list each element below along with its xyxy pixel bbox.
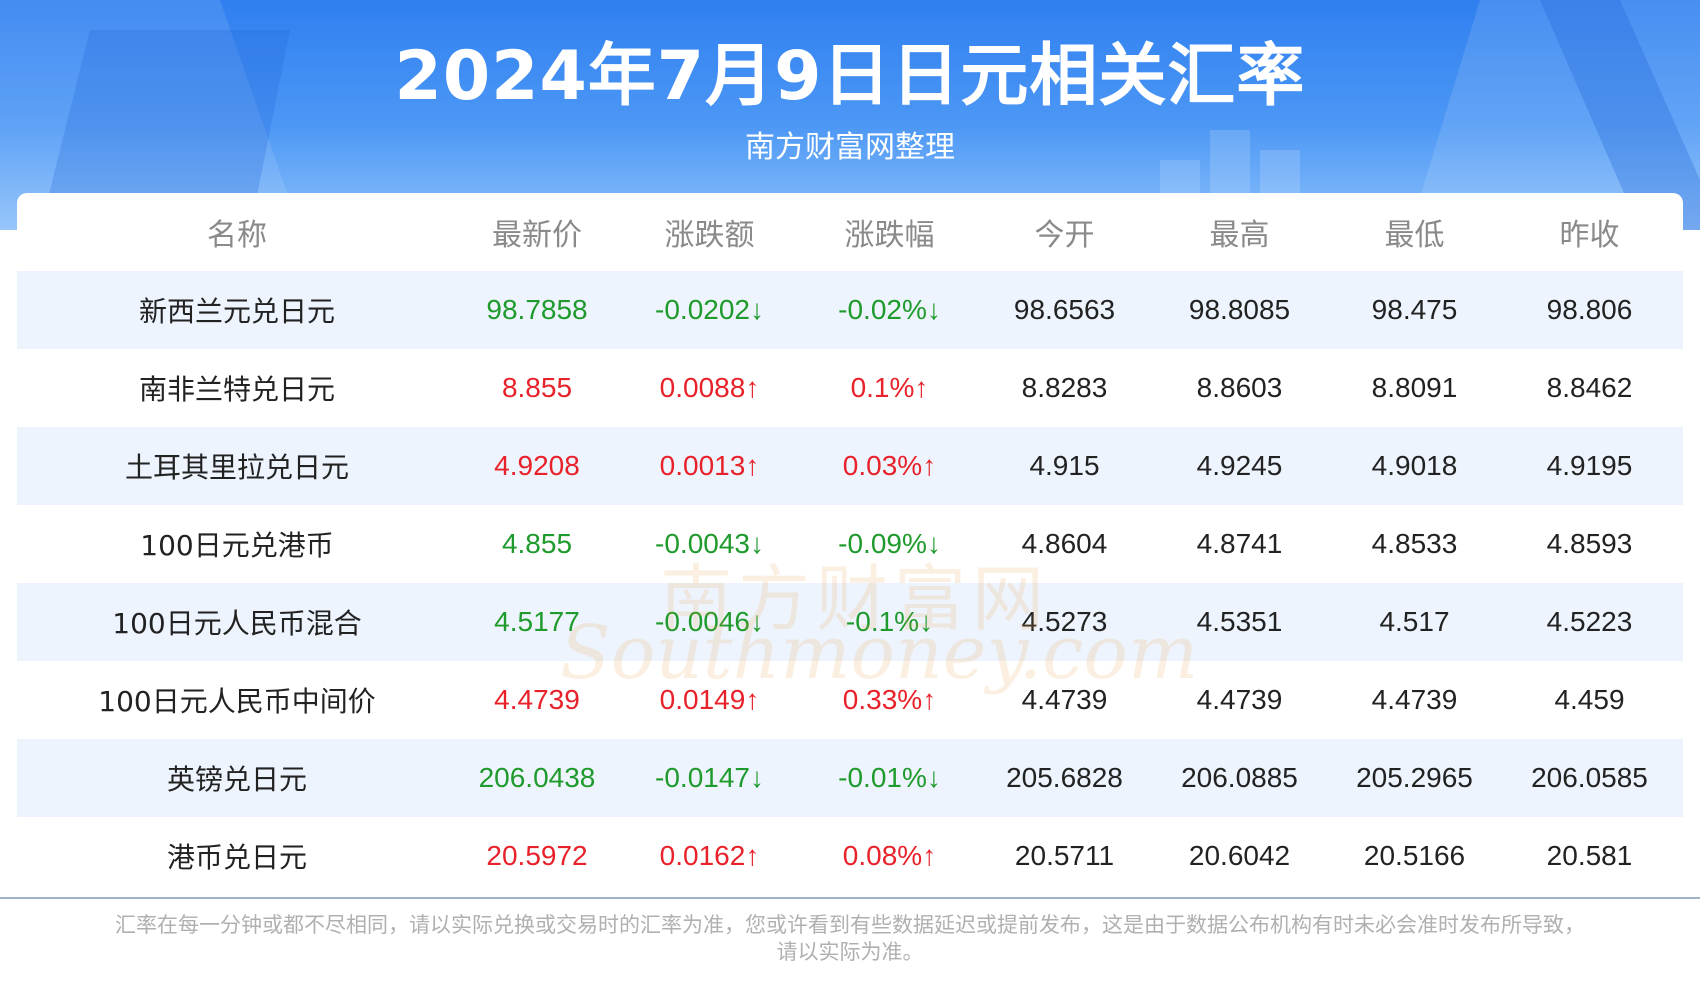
header-decoration: [0, 0, 1700, 230]
cell-open: 8.8283: [1021, 372, 1108, 403]
cell-prev-close: 4.459: [1554, 684, 1625, 715]
table-row: 南非兰特兑日元 8.855 0.0088↑ 0.1%↑ 8.8283 8.860…: [17, 349, 1683, 427]
cell-latest: 20.5972: [486, 840, 588, 871]
col-header-open: 今开: [1034, 218, 1095, 253]
cell-low: 98.475: [1371, 294, 1458, 325]
page-subtitle: 南方财富网整理: [745, 130, 955, 165]
cell-high: 4.4739: [1196, 684, 1283, 715]
col-header-high: 最高: [1209, 218, 1270, 253]
cell-latest: 98.7858: [486, 294, 588, 325]
cell-open: 4.915: [1029, 450, 1100, 481]
cell-high: 98.8085: [1188, 294, 1291, 325]
cell-open: 4.8604: [1021, 528, 1108, 559]
table-row: 新西兰元兑日元 98.7858 -0.0202↓ -0.02%↓ 98.6563…: [17, 271, 1683, 349]
cell-change: -0.0147↓: [655, 762, 764, 793]
cell-prev-close: 8.8462: [1546, 372, 1633, 403]
cell-change-pct: 0.08%↑: [842, 840, 937, 871]
disclaimer: 汇率在每一分钟或都不尽相同，请以实际兑换或交易时的汇率为准，您或许看到有些数据延…: [60, 912, 1640, 966]
cell-open: 4.4739: [1021, 684, 1108, 715]
col-header-prev-close: 昨收: [1559, 218, 1620, 253]
disclaimer-line-1: 汇率在每一分钟或都不尽相同，请以实际兑换或交易时的汇率为准，您或许看到有些数据延…: [115, 913, 1585, 937]
cell-latest: 4.4739: [494, 684, 580, 715]
cell-change: -0.0046↓: [655, 606, 764, 637]
cell-low: 4.8533: [1371, 528, 1458, 559]
header-banner: 2024年7月9日日元相关汇率 南方财富网整理: [0, 0, 1700, 230]
cell-open: 20.5711: [1014, 840, 1115, 871]
cell-name: 南非兰特兑日元: [138, 373, 335, 406]
cell-change-pct: 0.33%↑: [842, 684, 937, 715]
cell-name: 土耳其里拉兑日元: [124, 451, 349, 484]
table-row: 100日元人民币中间价 4.4739 0.0149↑ 0.33%↑ 4.4739…: [17, 661, 1683, 739]
col-header-low: 最低: [1384, 218, 1445, 253]
cell-open: 4.5273: [1021, 606, 1108, 637]
cell-low: 20.5166: [1363, 840, 1466, 871]
cell-change: 0.0088↑: [659, 372, 760, 403]
cell-latest: 4.855: [501, 528, 573, 559]
table-row: 港币兑日元 20.5972 0.0162↑ 0.08%↑ 20.5711 20.…: [17, 817, 1683, 895]
table-row: 100日元兑港币 4.855 -0.0043↓ -0.09%↓ 4.8604 4…: [17, 505, 1683, 583]
cell-open: 205.6828: [1006, 762, 1123, 793]
cell-prev-close: 4.8593: [1546, 528, 1633, 559]
col-header-change-pct: 涨跌幅: [844, 218, 935, 253]
cell-change: -0.0043↓: [655, 528, 764, 559]
page-title: 2024年7月9日日元相关汇率: [394, 37, 1306, 116]
cell-change: 0.0013↑: [659, 450, 760, 481]
cell-low: 4.4739: [1371, 684, 1458, 715]
cell-prev-close: 20.581: [1546, 840, 1633, 871]
cell-low: 4.9018: [1371, 450, 1458, 481]
cell-name: 100日元人民币中间价: [98, 685, 376, 718]
cell-change: -0.0202↓: [655, 294, 764, 325]
cell-change-pct: -0.02%↓: [838, 294, 941, 325]
cell-prev-close: 4.5223: [1546, 606, 1633, 637]
cell-change-pct: -0.01%↓: [838, 762, 941, 793]
cell-latest: 206.0438: [478, 762, 596, 793]
footer-divider: [0, 897, 1700, 899]
cell-change: 0.0162↑: [659, 840, 760, 871]
cell-change-pct: 0.1%↑: [850, 372, 929, 403]
cell-low: 4.517: [1379, 606, 1450, 637]
cell-high: 206.0885: [1181, 762, 1298, 793]
cell-change: 0.0149↑: [659, 684, 760, 715]
cell-name: 英镑兑日元: [166, 763, 307, 796]
col-header-latest: 最新价: [492, 218, 582, 253]
disclaimer-line-2: 请以实际为准。: [776, 940, 924, 964]
cell-high: 4.5351: [1196, 606, 1283, 637]
cell-low: 8.8091: [1371, 372, 1458, 403]
cell-change-pct: -0.09%↓: [838, 528, 941, 559]
cell-high: 4.8741: [1196, 528, 1283, 559]
cell-high: 20.6042: [1188, 840, 1291, 871]
cell-latest: 4.9208: [494, 450, 580, 481]
table-row: 土耳其里拉兑日元 4.9208 0.0013↑ 0.03%↑ 4.915 4.9…: [17, 427, 1683, 505]
cell-name: 新西兰元兑日元: [138, 295, 335, 328]
table-row: 100日元人民币混合 4.5177 -0.0046↓ -0.1%↓ 4.5273…: [17, 583, 1683, 661]
cell-prev-close: 98.806: [1546, 294, 1633, 325]
cell-change-pct: 0.03%↑: [842, 450, 937, 481]
cell-name: 100日元人民币混合: [112, 607, 362, 640]
cell-open: 98.6563: [1013, 294, 1116, 325]
cell-low: 205.2965: [1356, 762, 1473, 793]
cell-high: 8.8603: [1196, 372, 1283, 403]
col-header-name: 名称: [207, 218, 267, 253]
cell-prev-close: 206.0585: [1531, 762, 1648, 793]
table-header: 名称 最新价 涨跌额 涨跌幅 今开 最高 最低 昨收: [17, 193, 1683, 271]
cell-name: 100日元兑港币: [140, 529, 334, 562]
cell-change-pct: -0.1%↓: [845, 606, 934, 637]
table-row: 英镑兑日元 206.0438 -0.0147↓ -0.01%↓ 205.6828…: [17, 739, 1683, 817]
cell-latest: 8.855: [501, 372, 573, 403]
col-header-change: 涨跌额: [664, 218, 755, 253]
cell-prev-close: 4.9195: [1546, 450, 1633, 481]
cell-latest: 4.5177: [494, 606, 580, 637]
cell-name: 港币兑日元: [166, 841, 307, 874]
rate-table: 名称 最新价 涨跌额 涨跌幅 今开 最高 最低 昨收 新西兰元兑日元 98.78…: [17, 193, 1683, 900]
cell-high: 4.9245: [1196, 450, 1283, 481]
